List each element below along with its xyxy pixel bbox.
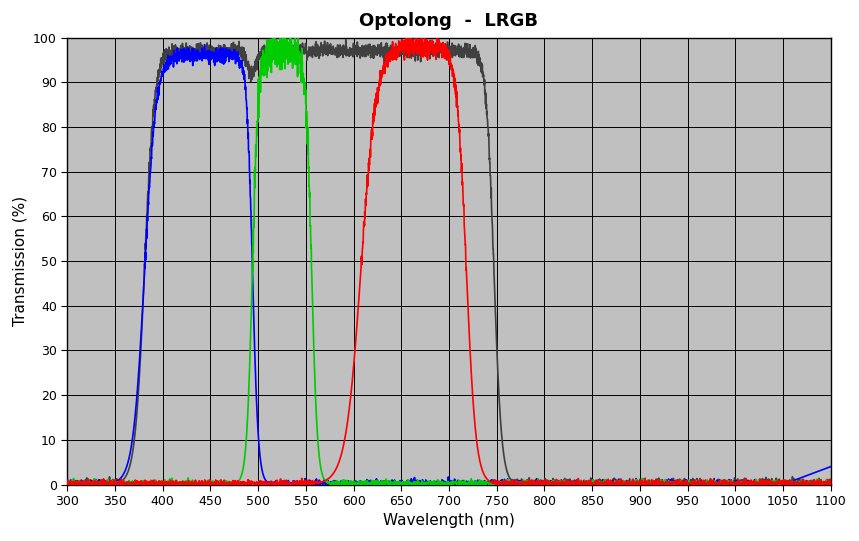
X-axis label: Wavelength (nm): Wavelength (nm)	[383, 513, 515, 529]
Title: Optolong  -  LRGB: Optolong - LRGB	[359, 12, 539, 30]
Y-axis label: Transmission (%): Transmission (%)	[13, 196, 27, 326]
